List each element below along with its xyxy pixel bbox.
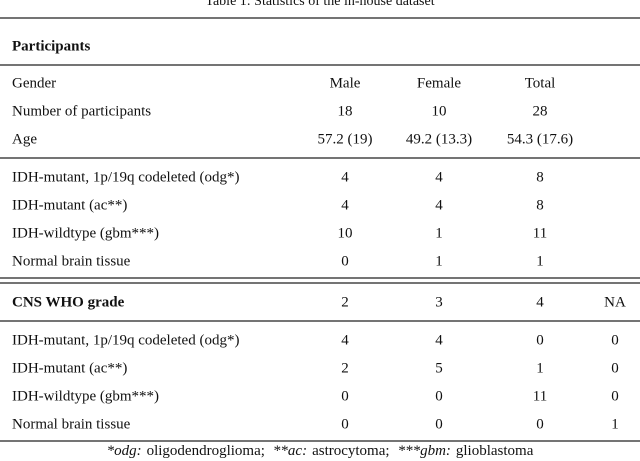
cell: 4	[341, 197, 349, 213]
cell: 0	[435, 416, 443, 432]
row-label: Number of participants	[12, 103, 151, 119]
footnote: *odg: oligodendroglioma; **ac: astrocytoma;…	[107, 443, 534, 459]
footnote-abbr: **ac:	[273, 443, 307, 459]
cell: 0	[341, 416, 349, 432]
row-label: Normal brain tissue	[12, 253, 131, 269]
row-label: Gender	[12, 75, 56, 91]
cell: 4	[341, 169, 349, 185]
cell: 0	[435, 388, 443, 404]
cell: 0	[611, 388, 619, 404]
table-caption: Table 1: Statistics of the in-house data…	[205, 0, 434, 9]
row-label: CNS WHO grade	[12, 294, 125, 310]
cell: 10	[338, 225, 353, 241]
row-label: Normal brain tissue	[12, 416, 131, 432]
cell: 1	[536, 360, 544, 376]
cell: 4	[435, 332, 443, 348]
footnote-text: oligodendroglioma;	[147, 443, 265, 459]
cell: 18	[338, 103, 353, 119]
cell: Total	[525, 75, 556, 91]
cell: NA	[604, 294, 626, 310]
row-label: IDH-mutant, 1p/19q codeleted (odg*)	[12, 169, 239, 185]
row-label: IDH-mutant (ac**)	[12, 360, 127, 376]
cell: 10	[432, 103, 447, 119]
cell: 57.2 (19)	[318, 131, 373, 147]
footnote-text: glioblastoma	[456, 443, 534, 459]
cell: 2	[341, 360, 349, 376]
cell: 0	[341, 388, 349, 404]
cell: 11	[533, 225, 547, 241]
cell: Female	[417, 75, 461, 91]
cell: 28	[533, 103, 548, 119]
row-label: IDH-wildtype (gbm***)	[12, 388, 159, 404]
cell: 4	[435, 169, 443, 185]
cell: 49.2 (13.3)	[406, 131, 472, 147]
cell: 0	[611, 332, 619, 348]
footnote-abbr: ***gbm:	[398, 443, 451, 459]
cell: Male	[330, 75, 361, 91]
cell: 1	[435, 253, 443, 269]
cell: 54.3 (17.6)	[507, 131, 573, 147]
cell: 8	[536, 197, 544, 213]
row-label: IDH-mutant, 1p/19q codeleted (odg*)	[12, 332, 239, 348]
footnote-abbr: *odg:	[107, 443, 142, 459]
cell: 4	[536, 294, 544, 310]
cell: 0	[536, 416, 544, 432]
section-title: Participants	[12, 38, 90, 54]
cell: 3	[435, 294, 443, 310]
cell: 1	[611, 416, 619, 432]
cell: 0	[536, 332, 544, 348]
cell: 4	[341, 332, 349, 348]
cell: 4	[435, 197, 443, 213]
row-label: Age	[12, 131, 37, 147]
cell: 0	[611, 360, 619, 376]
cell: 5	[435, 360, 443, 376]
footnote-text: astrocytoma;	[312, 443, 389, 459]
row-label: IDH-wildtype (gbm***)	[12, 225, 159, 241]
cell: 1	[536, 253, 544, 269]
row-label: IDH-mutant (ac**)	[12, 197, 127, 213]
cell: 11	[533, 388, 547, 404]
cell: 2	[341, 294, 349, 310]
cell: 8	[536, 169, 544, 185]
cell: 1	[435, 225, 443, 241]
cell: 0	[341, 253, 349, 269]
